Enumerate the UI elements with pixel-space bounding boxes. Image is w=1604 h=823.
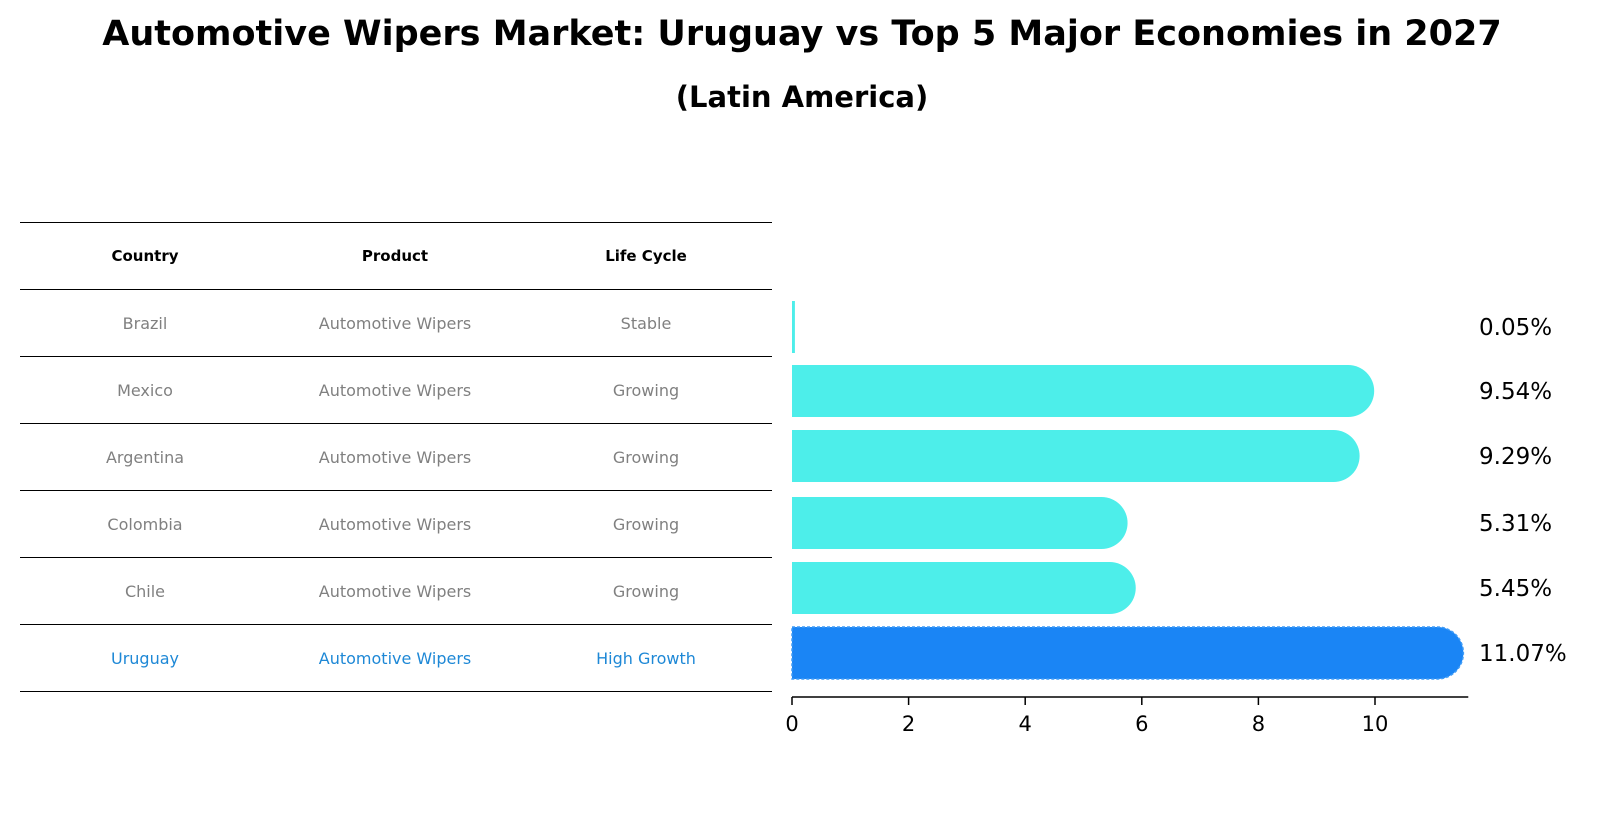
header-life-cycle: Life Cycle xyxy=(605,247,687,265)
cell-country: Brazil xyxy=(122,313,168,333)
bar-brazil xyxy=(792,301,795,353)
bar-mexico xyxy=(792,365,1375,417)
cell-life-cycle: Growing xyxy=(612,514,680,534)
x-tick-label: 4 xyxy=(1019,712,1032,736)
cell-life-cycle: Growing xyxy=(612,380,680,400)
cell-product: Automotive Wipers xyxy=(318,581,472,601)
x-tick-label: 8 xyxy=(1252,712,1265,736)
cell-country: Colombia xyxy=(107,514,183,534)
table-row: Argentina Automotive Wipers Growing xyxy=(20,423,772,490)
value-label-brazil: 0.05% xyxy=(1479,315,1552,341)
cell-country: Uruguay xyxy=(111,648,179,668)
cell-life-cycle: Growing xyxy=(612,581,680,601)
cell-country: Argentina xyxy=(105,447,185,467)
cell-country: Mexico xyxy=(117,380,173,400)
cell-life-cycle: Stable xyxy=(620,313,672,333)
bar-chile xyxy=(792,562,1136,614)
chart-subtitle: (Latin America) xyxy=(675,80,929,114)
chart-title: Automotive Wipers Market: Uruguay vs Top… xyxy=(102,14,1502,54)
table-row-highlight: Uruguay Automotive Wipers High Growth xyxy=(20,624,772,692)
value-label-mexico: 9.54% xyxy=(1479,379,1552,405)
value-label-colombia: 5.31% xyxy=(1479,511,1552,537)
header-product: Product xyxy=(361,247,429,265)
x-tick-label: 2 xyxy=(902,712,915,736)
cell-product: Automotive Wipers xyxy=(318,648,472,668)
table-row: Mexico Automotive Wipers Growing xyxy=(20,356,772,423)
bar-uruguay xyxy=(791,626,1465,680)
x-tick-label: 6 xyxy=(1135,712,1148,736)
table-header-row: Country Product Life Cycle xyxy=(20,222,772,289)
table-row: Chile Automotive Wipers Growing xyxy=(20,557,772,624)
value-label-uruguay: 11.07% xyxy=(1479,641,1567,667)
cell-life-cycle: High Growth xyxy=(596,648,696,668)
cell-product: Automotive Wipers xyxy=(318,514,472,534)
cell-product: Automotive Wipers xyxy=(318,380,472,400)
data-table: Country Product Life Cycle Brazil Automo… xyxy=(20,222,772,692)
value-label-chile: 5.45% xyxy=(1479,576,1552,602)
cell-life-cycle: Growing xyxy=(612,447,680,467)
x-tick-label: 10 xyxy=(1362,712,1389,736)
cell-product: Automotive Wipers xyxy=(318,313,472,333)
table-row: Brazil Automotive Wipers Stable xyxy=(20,289,772,356)
cell-product: Automotive Wipers xyxy=(318,447,472,467)
value-label-argentina: 9.29% xyxy=(1479,444,1552,470)
x-tick-label: 0 xyxy=(785,712,798,736)
cell-country: Chile xyxy=(124,581,166,601)
header-country: Country xyxy=(111,247,179,265)
bar-argentina xyxy=(792,430,1360,482)
bar-colombia xyxy=(792,497,1128,549)
table-row: Colombia Automotive Wipers Growing xyxy=(20,490,772,557)
